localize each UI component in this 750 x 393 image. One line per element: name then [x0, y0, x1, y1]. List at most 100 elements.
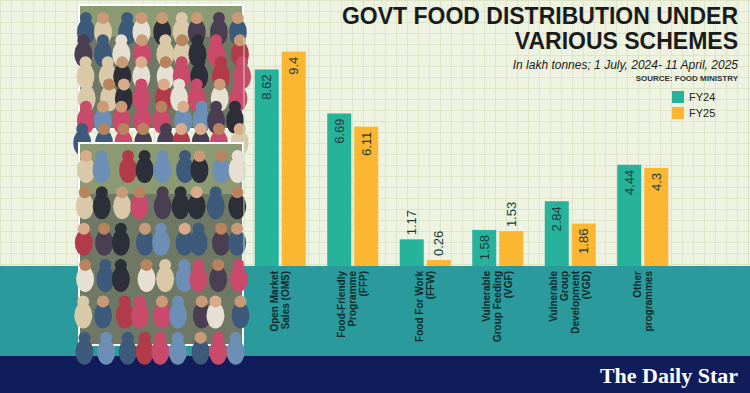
photo-head	[191, 12, 203, 24]
photo-head	[136, 34, 148, 46]
x-tick-label: Food For Work(FFW)	[414, 271, 436, 342]
photo-head	[159, 259, 171, 271]
x-tick-label: Open MarketSales (OMS)	[269, 270, 291, 331]
photo-head	[103, 79, 115, 91]
photo-head	[95, 150, 107, 162]
data-label: 0.26	[431, 231, 446, 256]
photo-head	[195, 101, 207, 113]
photo-head	[234, 295, 246, 307]
photo-head	[134, 295, 146, 307]
x-tick-label-line: Food-Friendly	[336, 271, 347, 338]
photo-head	[122, 150, 134, 162]
data-label: 9.4	[286, 57, 301, 75]
photo-head	[212, 259, 224, 271]
legend-swatch	[672, 107, 684, 119]
x-tick-label-line: Other	[632, 271, 643, 298]
photo-head	[156, 12, 168, 24]
photo-head	[100, 332, 112, 344]
photo-head	[213, 12, 225, 24]
title: GOVT FOOD DISTRIBUTION UNDERVARIOUS SCHE…	[342, 3, 739, 54]
bar	[327, 113, 351, 266]
photo-head	[160, 123, 172, 135]
photo-head	[209, 295, 221, 307]
photo-head	[232, 12, 244, 24]
photo-head	[76, 123, 88, 135]
data-label: 1.58	[477, 235, 492, 260]
x-tick-label: VulnerableGroupDevelopment(VGD)	[548, 270, 592, 333]
photo-head	[80, 101, 92, 113]
photo-head	[98, 223, 110, 235]
photo-head	[212, 332, 224, 344]
photo-head	[160, 56, 172, 68]
photo-head	[236, 56, 248, 68]
data-label: 1.86	[576, 229, 591, 254]
x-tick-label-line: Sales (OMS)	[280, 271, 291, 329]
bar	[499, 231, 523, 266]
photo-head	[139, 223, 151, 235]
brand: The Daily Star	[600, 363, 738, 388]
x-tick-label-line: Group Feeding	[492, 271, 503, 342]
photo-head	[115, 223, 127, 235]
photo-head	[80, 12, 92, 24]
photo-head	[141, 259, 153, 271]
x-tick-label-line: Food For Work	[414, 271, 425, 342]
photo-head	[195, 332, 207, 344]
photo-head	[79, 259, 91, 271]
bar	[427, 260, 451, 266]
photo-border	[78, 4, 244, 130]
photo-head	[172, 295, 184, 307]
legend-label: FY24	[689, 91, 715, 103]
bar	[354, 127, 378, 266]
data-label: 4.3	[649, 173, 664, 191]
photo-head	[98, 123, 110, 135]
photo-head	[191, 186, 203, 198]
photo-head	[231, 186, 243, 198]
photo-head	[139, 150, 151, 162]
photo-head	[80, 56, 92, 68]
bar	[644, 168, 668, 266]
data-label: 1.53	[504, 202, 519, 227]
photo-head	[81, 79, 93, 91]
photo-head	[137, 123, 149, 135]
photo-head	[191, 34, 203, 46]
x-tick-label-line: (VGD)	[581, 271, 592, 299]
photo-head	[157, 186, 169, 198]
photo-head	[193, 56, 205, 68]
photo-head	[215, 56, 227, 68]
data-labels: 8.626.691.171.582.844.449.46.110.261.531…	[259, 57, 664, 261]
photo-head	[115, 259, 127, 271]
photo-head	[177, 101, 189, 113]
photo-head	[77, 295, 89, 307]
photo-head	[215, 223, 227, 235]
photo-top	[73, 4, 251, 156]
chart: 8.626.691.171.582.844.449.46.110.261.531…	[0, 0, 750, 393]
bar	[282, 52, 306, 266]
data-label: 6.11	[359, 132, 374, 156]
photo-head	[115, 34, 127, 46]
photo-head	[176, 12, 188, 24]
photo-bg	[80, 6, 242, 128]
x-tick-label-line: Vulnerable	[548, 271, 559, 322]
photo-head	[139, 332, 151, 344]
x-tick-label-line: (VGF)	[503, 271, 514, 298]
photo-head	[96, 186, 108, 198]
photo-head	[156, 295, 168, 307]
photo-head	[158, 79, 170, 91]
photo-head	[155, 223, 167, 235]
photo-head	[78, 332, 90, 344]
photo-head	[173, 79, 185, 91]
x-tick-label-line: programmes	[643, 271, 654, 332]
bar	[472, 230, 496, 266]
page: {"chart_data": {"type": "bar", "title": …	[0, 0, 750, 393]
photo-head	[193, 223, 205, 235]
photo-head	[133, 186, 145, 198]
photo-head	[230, 332, 242, 344]
photo-head	[79, 186, 91, 198]
legend-label: FY25	[689, 107, 715, 119]
brand-band	[0, 356, 750, 393]
photo-head	[102, 56, 114, 68]
photo-head	[231, 223, 243, 235]
photo-head	[122, 332, 134, 344]
bar	[545, 201, 569, 266]
photo-head	[178, 259, 190, 271]
